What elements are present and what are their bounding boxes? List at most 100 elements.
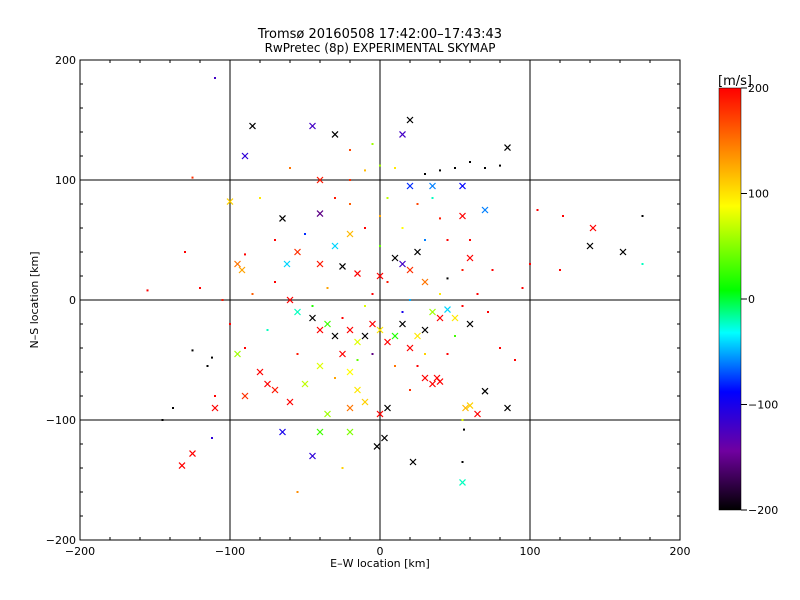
cross-stroke — [226, 198, 234, 206]
data-point-cross — [346, 428, 354, 436]
data-point-cross — [619, 248, 627, 256]
data-point-dot — [536, 209, 539, 211]
data-point-cross — [481, 206, 489, 214]
colorbar-tick-label: −100 — [748, 399, 778, 412]
data-point-dot — [274, 239, 276, 241]
data-point-dot — [416, 365, 419, 367]
data-point-cross — [376, 326, 384, 334]
data-point-cross — [459, 212, 466, 220]
data-point-dot — [491, 269, 494, 271]
cross-stroke — [361, 332, 369, 340]
data-point-cross — [361, 332, 369, 340]
data-point-cross — [406, 182, 414, 190]
data-point-dot — [274, 281, 276, 283]
data-point-cross — [178, 462, 186, 470]
y-tick-label: −200 — [46, 534, 76, 547]
data-point-cross — [384, 338, 391, 346]
data-point-cross — [271, 386, 279, 394]
data-point-cross — [346, 326, 354, 334]
data-point-dot — [529, 263, 531, 265]
data-point-dot — [364, 305, 366, 307]
x-axis-label: E–W location [km] — [330, 557, 430, 570]
colorbar-gradient — [718, 87, 742, 511]
data-point-dot — [251, 293, 254, 295]
data-point-dot — [214, 77, 216, 79]
data-point-cross — [399, 260, 406, 268]
cross-stroke — [309, 314, 316, 322]
data-point-dot — [461, 461, 464, 463]
data-point-dot — [341, 317, 344, 319]
data-point-dot — [199, 287, 201, 289]
data-point-cross — [504, 144, 511, 152]
data-point-cross — [462, 404, 469, 412]
x-tick-label: −200 — [65, 545, 95, 558]
cross-stroke — [481, 387, 489, 395]
data-point-cross — [376, 410, 384, 418]
cross-stroke — [189, 450, 196, 458]
cross-stroke — [271, 386, 279, 394]
data-point-cross — [474, 410, 481, 418]
data-point-cross — [339, 350, 346, 358]
data-point-dot — [469, 239, 471, 241]
data-point-cross — [316, 428, 324, 436]
data-point-dot — [409, 299, 411, 301]
cross-stroke — [421, 326, 429, 334]
colorbar-tick-label: 100 — [748, 188, 769, 201]
data-point-dot — [424, 173, 426, 175]
cross-stroke — [286, 296, 294, 304]
data-point-dot — [439, 293, 441, 295]
data-point-cross — [373, 442, 381, 450]
data-point-dot — [356, 359, 359, 361]
data-point-cross — [459, 182, 466, 190]
colorbar-ticks: 200 100 0 −100 −200 — [741, 82, 778, 517]
data-point-dot — [424, 353, 426, 355]
data-point-cross — [414, 332, 421, 340]
data-point-dot — [229, 323, 231, 325]
cross-stroke — [406, 182, 414, 190]
data-point-cross — [238, 266, 246, 274]
data-point-cross — [466, 402, 474, 410]
data-point-dot — [499, 164, 501, 167]
cross-stroke — [316, 260, 324, 268]
data-point-dot — [439, 217, 441, 220]
cross-stroke — [429, 380, 436, 388]
cross-stroke — [346, 326, 354, 334]
data-point-dot — [349, 149, 351, 151]
data-point-dot — [214, 395, 216, 397]
data-point-cross — [354, 270, 361, 278]
x-tick-label: −100 — [215, 545, 245, 558]
cross-stroke — [324, 320, 331, 328]
cross-stroke — [376, 326, 384, 334]
data-point-dot — [211, 437, 213, 439]
cross-stroke — [373, 442, 381, 450]
data-point-cross — [429, 308, 436, 316]
data-point-cross — [316, 362, 324, 370]
cross-stroke — [234, 350, 241, 358]
data-point-cross — [226, 198, 234, 206]
data-point-dot — [521, 287, 524, 289]
data-point-dot — [191, 176, 194, 179]
data-point-cross — [324, 320, 331, 328]
data-point-dot — [431, 197, 434, 199]
data-point-dot — [184, 251, 186, 253]
cross-stroke — [414, 248, 421, 256]
data-point-dot — [326, 287, 329, 289]
data-point-cross — [324, 410, 331, 418]
data-point-dot — [371, 293, 374, 295]
data-point-dot — [559, 269, 561, 271]
cross-stroke — [354, 386, 361, 394]
data-point-cross — [286, 296, 294, 304]
data-point-cross — [481, 387, 489, 395]
data-point-dot — [289, 167, 291, 169]
cross-stroke — [331, 332, 339, 340]
data-point-cross — [409, 458, 417, 466]
data-point-cross — [421, 278, 429, 286]
cross-stroke — [589, 224, 597, 232]
data-point-cross — [406, 344, 414, 352]
cross-stroke — [301, 380, 309, 388]
data-point-dot — [514, 359, 516, 361]
data-point-cross — [241, 392, 249, 400]
data-point-cross — [234, 260, 241, 268]
data-point-cross — [294, 248, 301, 256]
data-point-dot — [211, 356, 213, 359]
